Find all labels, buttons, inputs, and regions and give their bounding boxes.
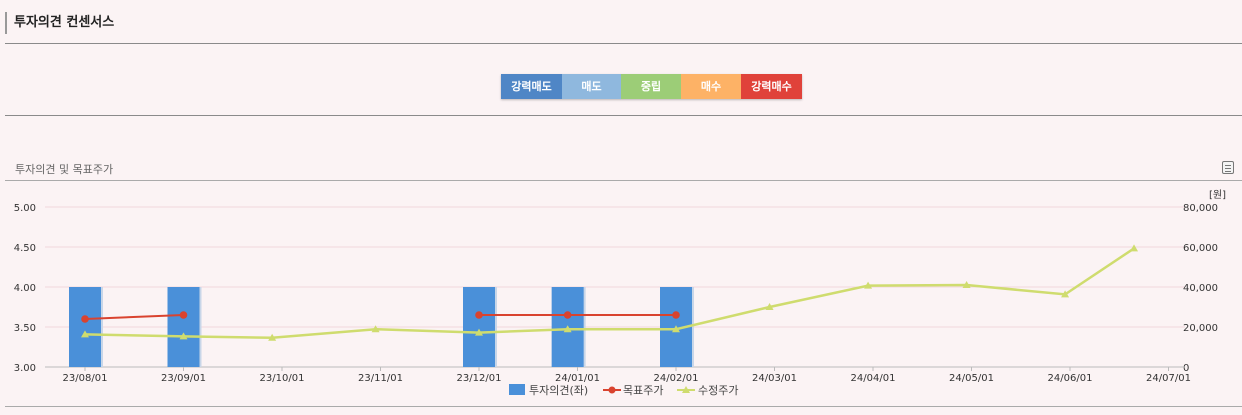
divider bbox=[5, 43, 1242, 44]
legend-marker-target bbox=[608, 386, 616, 394]
x-tick-label: 24/06/01 bbox=[1048, 373, 1093, 384]
x-tick-label: 24/04/01 bbox=[851, 373, 896, 384]
opinion-price-chart: 3.00 3.50 4.00 4.50 5.00 0 20,000 40,000 60,000 8… bbox=[14, 189, 1226, 397]
opinion-scale: 강력매도 매도 중립 매수 강력매수 bbox=[501, 74, 802, 99]
adjusted-price-point bbox=[864, 281, 873, 289]
chart-title: 투자의견 및 목표주가 bbox=[15, 163, 114, 176]
adjusted-price-line bbox=[84, 247, 1135, 340]
y-tick-label-left: 5.00 bbox=[14, 203, 36, 214]
adjusted-price-point bbox=[962, 281, 971, 288]
adjusted-price-point bbox=[1130, 244, 1139, 252]
adjusted-price-point bbox=[563, 325, 572, 333]
y-tick-label-right: 60,000 bbox=[1183, 243, 1218, 254]
y-tick-label-left: 3.00 bbox=[14, 363, 36, 374]
legend-label-opinion: 투자의견(좌) bbox=[529, 384, 588, 397]
x-tick-label: 24/05/01 bbox=[949, 373, 994, 384]
target-price-point bbox=[475, 311, 483, 319]
x-tick-label: 24/03/01 bbox=[752, 373, 797, 384]
adjusted-price-point bbox=[1061, 290, 1070, 298]
adjusted-price-point bbox=[179, 332, 188, 340]
y-tick-label-right: 20,000 bbox=[1183, 323, 1218, 334]
y-tick-label-left: 3.50 bbox=[14, 323, 36, 334]
bar bbox=[167, 287, 200, 367]
x-tick-label: 23/08/01 bbox=[63, 373, 108, 384]
adjusted-price-point bbox=[371, 325, 380, 333]
adjusted-price-point bbox=[672, 325, 680, 333]
x-tick-label: 23/10/01 bbox=[260, 373, 305, 384]
y-tick-label-left: 4.00 bbox=[14, 283, 36, 294]
x-tick-label: 24/01/01 bbox=[555, 373, 600, 384]
x-tick-label: 24/02/01 bbox=[654, 373, 699, 384]
scale-item: 강력매도 bbox=[501, 74, 562, 99]
x-tick-label: 23/12/01 bbox=[457, 373, 502, 384]
divider bbox=[5, 406, 1242, 407]
y-axis-unit: [원] bbox=[1209, 189, 1226, 201]
bar bbox=[69, 287, 101, 367]
legend-label-target: 목표주가 bbox=[623, 384, 663, 397]
adjusted-price-point bbox=[475, 328, 483, 336]
y-tick-label-right: 0 bbox=[1183, 363, 1189, 374]
adjusted-price-point bbox=[81, 330, 89, 338]
adjusted-price-point bbox=[765, 303, 774, 310]
scale-item: 매도 bbox=[562, 74, 621, 99]
y-tick-label-right: 80,000 bbox=[1183, 203, 1218, 214]
legend-marker-adjusted bbox=[682, 386, 690, 393]
y-tick-label-left: 4.50 bbox=[14, 243, 36, 254]
scale-item: 매수 bbox=[681, 74, 741, 99]
target-price-point bbox=[563, 311, 572, 319]
legend-swatch-opinion bbox=[509, 384, 525, 395]
x-tick-label: 24/07/01 bbox=[1146, 373, 1191, 384]
bar bbox=[463, 287, 495, 367]
chart-menu-icon[interactable] bbox=[1222, 161, 1234, 174]
divider bbox=[5, 180, 1242, 181]
section-title: 투자의견 컨센서스 bbox=[5, 12, 114, 34]
x-tick-label: 23/09/01 bbox=[161, 373, 206, 384]
scale-item: 강력매수 bbox=[741, 74, 802, 99]
target-price-point bbox=[81, 315, 89, 323]
target-price-point bbox=[672, 311, 680, 319]
adjusted-price-point bbox=[268, 333, 277, 341]
x-tick-label: 23/11/01 bbox=[358, 373, 403, 384]
scale-item: 중립 bbox=[621, 74, 681, 99]
target-price-point bbox=[179, 311, 188, 319]
target-price-line bbox=[84, 314, 184, 320]
divider bbox=[5, 115, 1242, 116]
legend-label-adjusted: 수정주가 bbox=[698, 384, 738, 397]
y-tick-label-right: 40,000 bbox=[1183, 283, 1218, 294]
